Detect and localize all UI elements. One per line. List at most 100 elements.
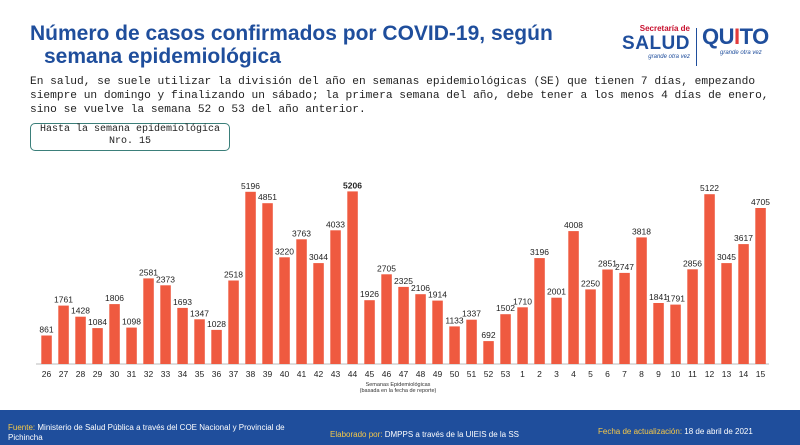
logo-divider [696,28,697,66]
x-tick-label: 5 [588,369,593,379]
data-label: 3763 [292,228,311,238]
x-tick-label: 4 [571,369,576,379]
data-label: 1926 [360,289,379,299]
bar [41,335,52,364]
data-label: 1028 [207,319,226,329]
data-label: 2581 [139,267,158,277]
bar [653,303,664,364]
quito-logo-i: I [734,24,740,49]
data-label: 2856 [683,258,702,268]
data-label: 2106 [411,283,430,293]
data-label: 861 [39,325,53,335]
bar [568,231,579,364]
x-tick-label: 41 [297,369,307,379]
bar [483,341,494,364]
x-tick-label: 29 [93,369,103,379]
title-line-2: semana epidemiológica [44,45,281,68]
data-label: 3045 [717,252,736,262]
week-box: Hasta la semana epidemiológica Nro. 15 [30,123,230,151]
data-label: 2373 [156,274,175,284]
description-text: En salud, se suele utilizar la división … [30,76,769,116]
bar [109,304,120,364]
bar [721,263,732,364]
bar-chart: 8612617612714282810842918063010983125813… [36,180,770,394]
x-tick-label: 36 [212,369,222,379]
data-label: 3617 [734,233,753,243]
x-tick-label: 8 [639,369,644,379]
bar [534,258,545,364]
x-tick-label: 49 [433,369,443,379]
bar [177,307,188,364]
bar [738,244,749,364]
data-label: 3196 [530,247,549,257]
salud-logo: Secretaría de SALUD grande otra vez [612,24,690,70]
x-tick-label: 28 [76,369,86,379]
bar [364,300,375,364]
data-label: 2851 [598,259,617,269]
x-tick-label: 14 [739,369,749,379]
data-label: 1761 [54,295,73,305]
bar [636,237,647,364]
data-label: 1428 [71,306,90,316]
week-box-line-2: Nro. 15 [108,136,151,147]
data-label: 1337 [462,309,481,319]
bar [75,316,86,364]
x-tick-label: 52 [484,369,494,379]
bar [347,191,358,364]
footer-elab-text: DMPPS a través de la UIEIS de la SS [384,430,519,439]
data-label: 5196 [241,181,260,191]
x-tick-label: 46 [382,369,392,379]
bar [211,329,222,364]
data-label: 1098 [122,317,141,327]
bar [517,307,528,364]
x-tick-label: 39 [263,369,273,379]
data-label: 3818 [632,226,651,236]
bar [500,314,511,364]
salud-logo-top: Secretaría de [639,24,690,33]
footer-elaborated: Elaborado por: DMPPS a través de la UIEI… [330,430,519,439]
data-label: 3220 [275,246,294,256]
bar [313,263,324,364]
x-tick-label: 47 [399,369,409,379]
bar [619,272,630,364]
x-tick-label: 45 [365,369,375,379]
footer-update: Fecha de actualización: 18 de abril de 2… [598,427,753,436]
data-label: 1710 [513,296,532,306]
x-tick-label: 53 [501,369,511,379]
quito-logo-signature: grande otra vez [720,50,762,56]
data-label: 4033 [326,219,345,229]
week-box-line-1: Hasta la semana epidemiológica [39,124,221,135]
data-label: 5122 [700,183,719,193]
x-tick-label: 7 [622,369,627,379]
x-tick-label: 33 [161,369,171,379]
data-label: 1791 [666,294,685,304]
data-label: 1084 [88,317,107,327]
bar [670,304,681,364]
footer-elab-label: Elaborado por: [330,430,383,439]
x-tick-label: 35 [195,369,205,379]
data-label: 2705 [377,263,396,273]
data-label: 692 [481,330,495,340]
bar [585,289,596,364]
x-tick-label: 27 [59,369,69,379]
bar [704,194,715,364]
data-label: 1693 [173,297,192,307]
footer-update-label: Fecha de actualización: [598,427,683,436]
x-tick-label: 13 [722,369,732,379]
page-title: Número de casos confirmados por COVID-19… [30,22,590,68]
footer-update-text: 18 de abril de 2021 [684,427,753,436]
x-tick-label: 26 [42,369,52,379]
bar [228,280,239,364]
x-axis-title: Semanas Epidemiológicas [366,382,431,388]
title-line-1: Número de casos confirmados por COVID-19… [30,22,553,45]
x-tick-label: 30 [110,369,120,379]
bar [160,285,171,364]
data-label: 2325 [394,276,413,286]
x-tick-label: 50 [450,369,460,379]
data-label: 3044 [309,252,328,262]
x-tick-label: 48 [416,369,426,379]
salud-logo-signature: grande otra vez [648,54,690,60]
bar [551,297,562,364]
x-tick-label: 34 [178,369,188,379]
footer-source-label: Fuente: [8,423,36,432]
